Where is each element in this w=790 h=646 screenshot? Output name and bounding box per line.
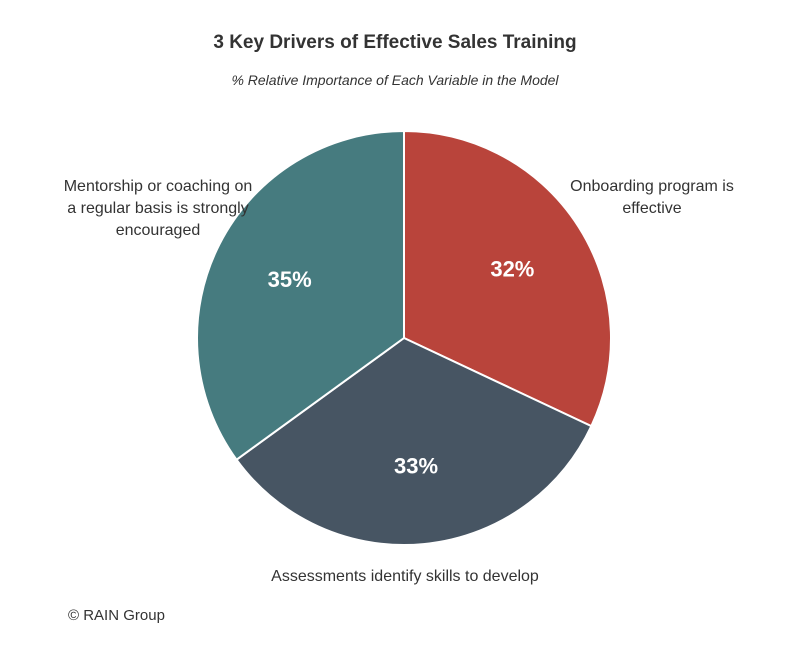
category-label-onboarding: Onboarding program is effective bbox=[570, 178, 734, 217]
value-label-onboarding: 32% bbox=[490, 257, 534, 282]
slice-assessments bbox=[235, 336, 593, 546]
slice-onboarding bbox=[403, 129, 612, 428]
slice-mentorship bbox=[196, 129, 405, 462]
value-label-mentorship: 35% bbox=[268, 267, 312, 292]
chart-subtitle: % Relative Importance of Each Variable i… bbox=[231, 72, 559, 88]
value-label-assessments: 33% bbox=[394, 453, 438, 478]
category-label-assessments: Assessments identify skills to develop bbox=[271, 568, 539, 585]
source-credit: © RAIN Group bbox=[68, 607, 165, 624]
chart-title: 3 Key Drivers of Effective Sales Trainin… bbox=[213, 32, 577, 53]
category-label-mentorship: Mentorship or coaching on a regular basi… bbox=[63, 178, 253, 239]
